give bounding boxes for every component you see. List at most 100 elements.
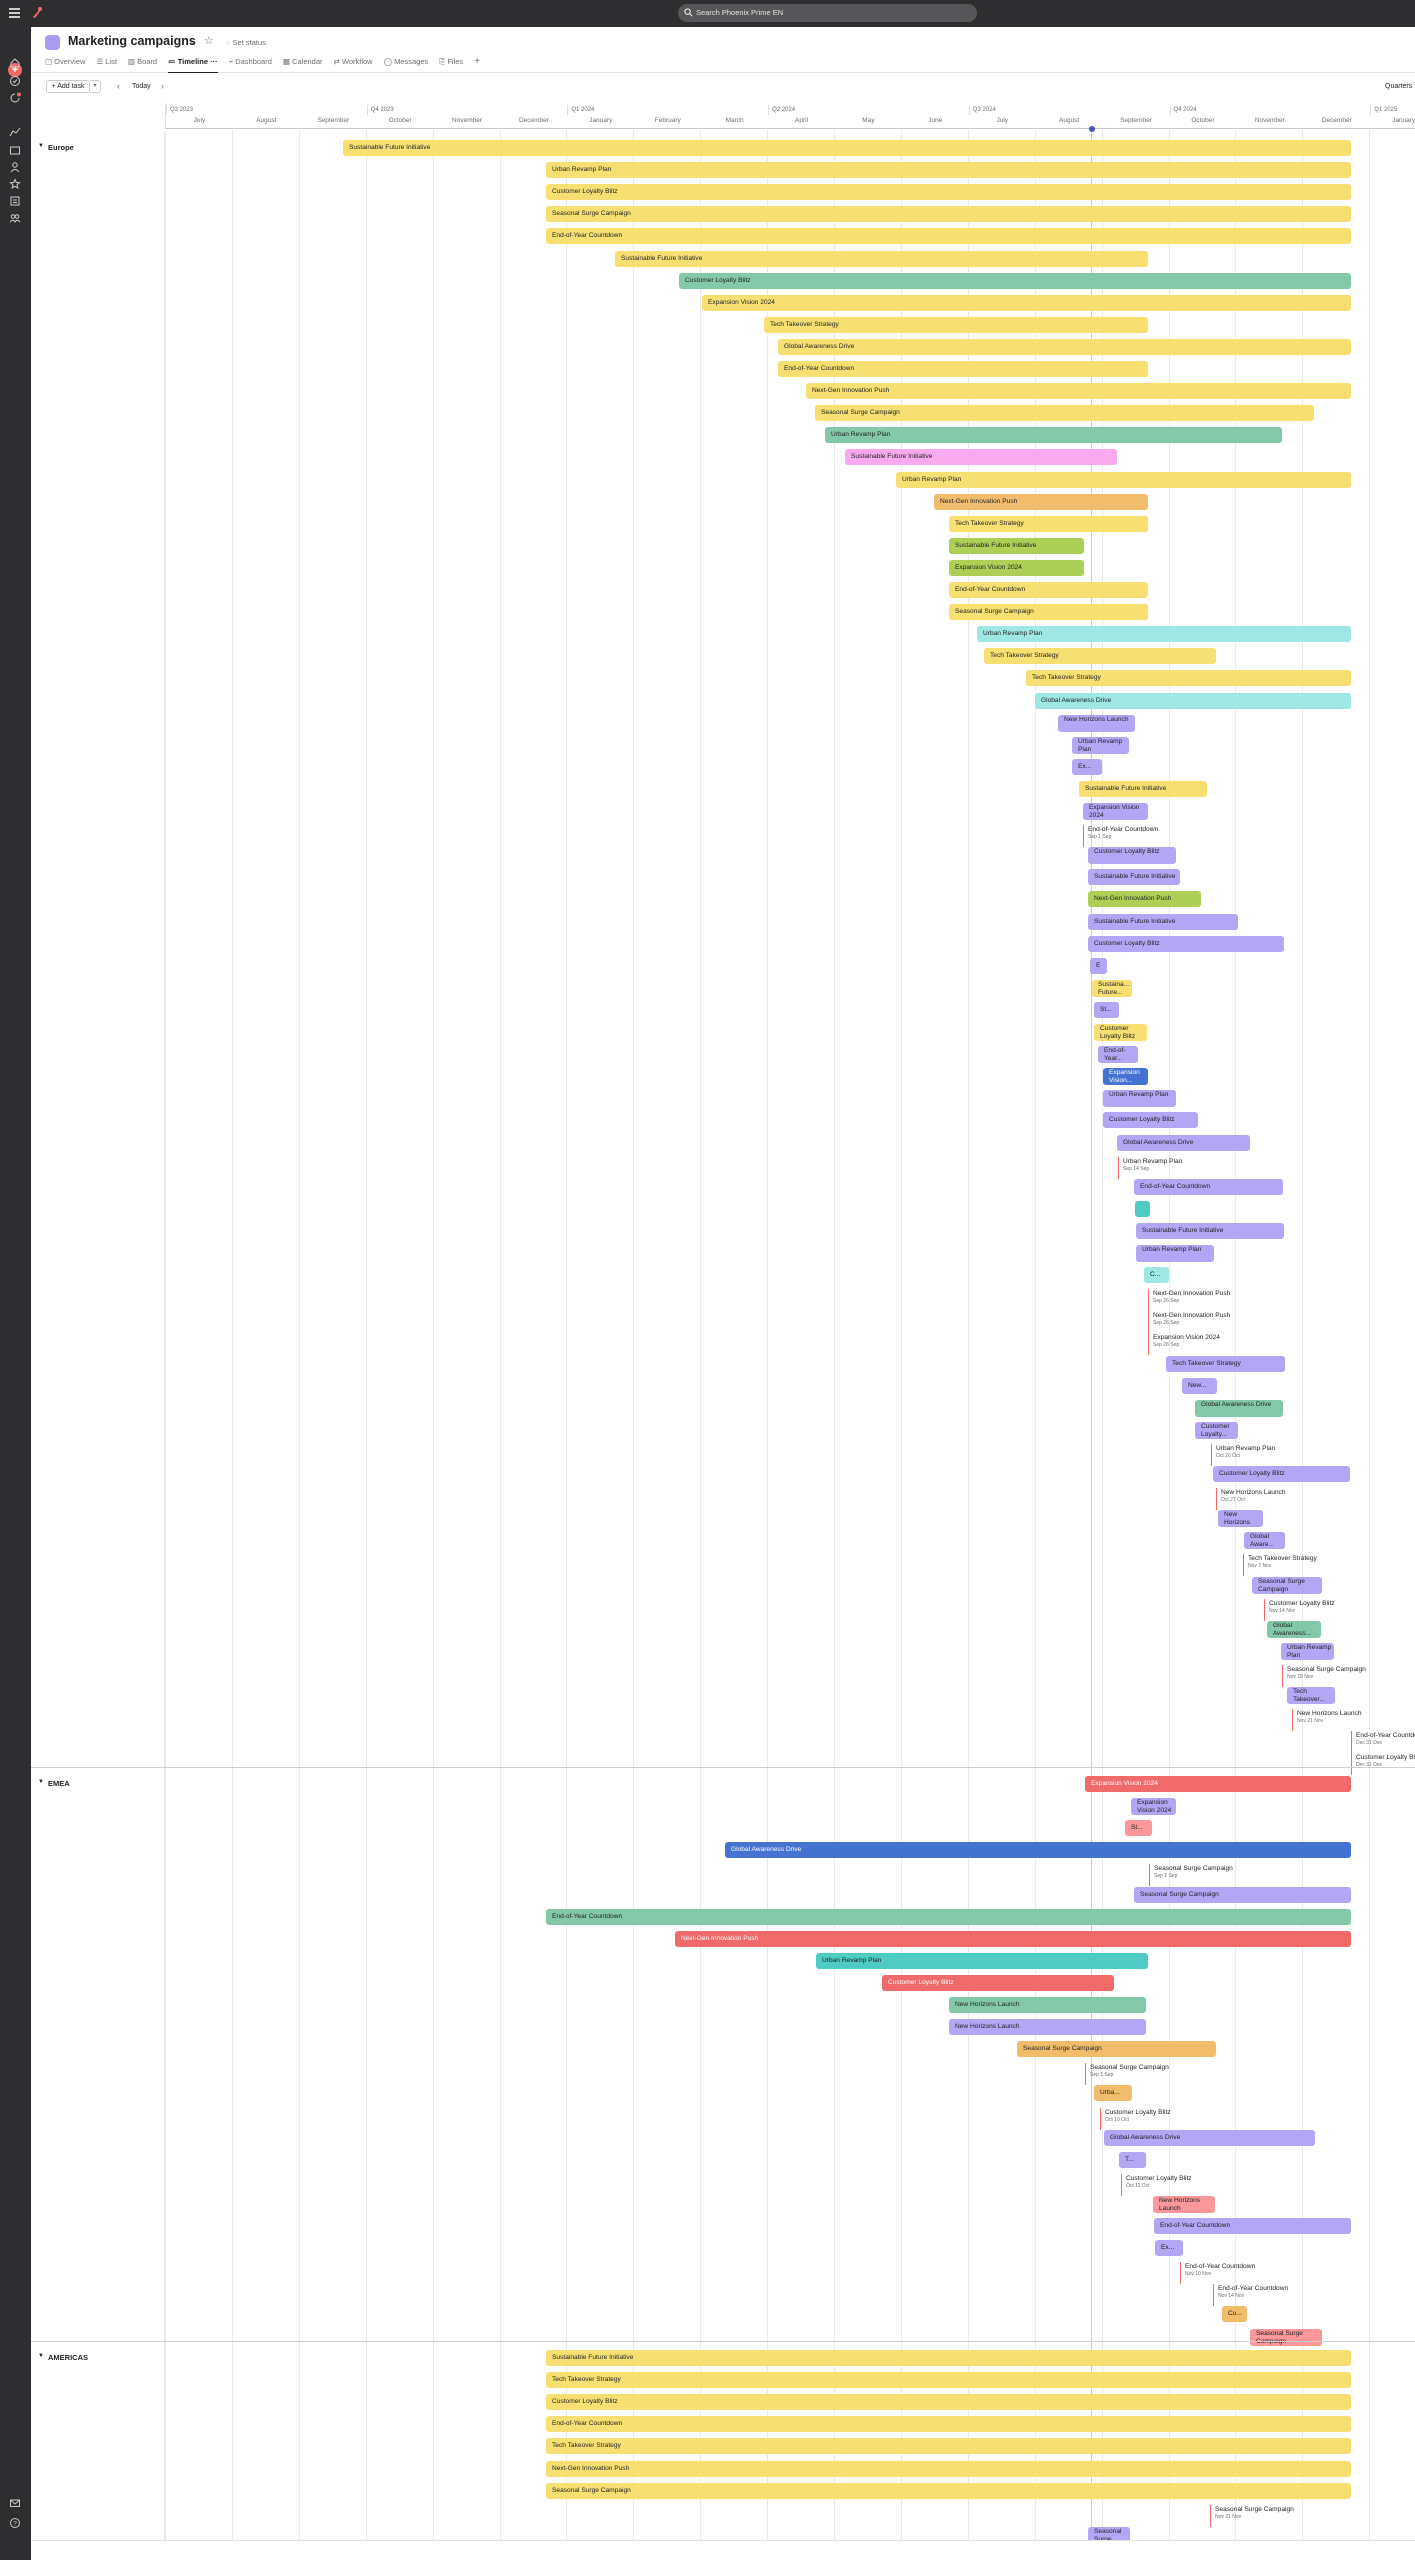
task-bar[interactable]: Sustainable Future Initiative [1088,869,1180,886]
portfolios-icon[interactable] [9,144,21,156]
task-bar[interactable]: Expansion Vision 2024 [1131,1798,1176,1816]
task-milestone[interactable]: End-of-Year Countdown Nov 10 Nov [1180,2262,1255,2285]
app-logo-icon[interactable] [30,6,44,20]
task-milestone[interactable]: Customer Loyalty Blitz Oct 10 Oct [1100,2107,1171,2130]
task-bar[interactable]: C... [1144,1267,1169,1284]
project-title[interactable]: Marketing campaigns [68,34,196,48]
tab-list[interactable]: ☰ List [96,57,116,71]
tab-calendar[interactable]: ▦ Calendar [283,57,323,71]
task-bar[interactable]: Sustainable Future Initiative [1136,1222,1284,1239]
task-bar[interactable]: New Horizons Launch [1058,714,1135,732]
task-bar[interactable]: Next-Gen Innovation Push [1088,891,1201,908]
tab-dashboard[interactable]: ⌁ Dashboard [229,57,272,71]
task-bar[interactable]: Seasonal Surge Campaign [1134,1886,1351,1903]
task-bar[interactable]: End-of-Year Countdown [1154,2218,1351,2234]
invite-icon[interactable] [9,2497,21,2509]
task-bar[interactable]: Seasonal Surge... [1088,2526,1130,2544]
task-bar[interactable]: Customer Loyalty Blitz [546,2394,1351,2411]
task-bar[interactable]: Customer Loyalty Blitz [882,1974,1114,1991]
task-bar[interactable]: Tech Takeover... [1287,1687,1335,1704]
caret-down-icon[interactable]: ▼ [38,1779,44,1785]
task-bar[interactable]: Urban Revamp Plan [1136,1245,1214,1262]
task-bar[interactable]: Expansion Vision 2024 [1085,1776,1351,1792]
chevron-left-icon[interactable]: ‹ [117,81,120,91]
task-bar[interactable]: Seasonal Surge Campaign [815,405,1314,422]
horizontal-scroll-area[interactable] [31,2540,1415,2560]
task-bar[interactable]: End-of-Year Countdown [778,361,1148,377]
task-milestone[interactable]: Seasonal Surge Campaign Sep 2 Sep [1149,1864,1233,1887]
home-icon[interactable] [9,57,21,69]
task-bar[interactable]: Ex... [1155,2240,1183,2257]
task-bar[interactable]: Customer Loyalty Blitz [1103,1112,1198,1129]
task-bar[interactable]: Expansion Vision... [1103,1068,1148,1086]
task-bar[interactable]: Seasonal Surge Campaign [1017,2041,1216,2058]
task-bar[interactable]: Urban Revamp Plan [896,471,1351,488]
task-bar[interactable]: Seasonal Surge Campaign [1252,1576,1322,1594]
task-bar[interactable]: Global Awareness Drive [1035,692,1351,709]
help-icon[interactable]: ? [9,2517,21,2529]
task-bar[interactable]: Expansion Vision 2024 [949,559,1084,576]
task-bar[interactable]: Tech Takeover Strategy [1026,670,1351,687]
task-bar[interactable]: End-of-Year Countdown [546,2416,1351,2433]
task-bar[interactable]: End-of-Year Countdown [546,1908,1351,1925]
task-bar[interactable]: Global Awareness... [1267,1620,1321,1638]
projects-icon[interactable] [9,195,21,207]
task-bar[interactable]: Seasonal Surge Campaign [546,206,1351,223]
task-milestone[interactable]: Urban Revamp Plan Oct 20 Oct [1211,1443,1275,1466]
task-bar[interactable]: End-of-Year Countdown [546,228,1351,245]
task-bar[interactable]: Urban Revamp Plan [977,626,1351,643]
task-bar[interactable]: Sustainable Future Initiative [546,2350,1351,2366]
task-bar[interactable]: Customer Loyalty Blitz [1094,1024,1147,1041]
caret-down-icon[interactable]: ▼ [38,2353,44,2359]
task-milestone[interactable]: Next-Gen Innovation Push Sep 26 Sep [1148,1289,1230,1312]
task-bar[interactable]: Next-Gen Innovation Push [806,383,1351,400]
tab-files[interactable]: ⎘ Files [439,57,463,71]
task-milestone[interactable]: End-of-Year Countdown Sep 1 Sep [1083,825,1158,848]
task-bar[interactable]: Next-Gen Innovation Push [675,1930,1351,1947]
task-milestone[interactable]: End-of-Year Countdown Nov 14 Nov [1213,2284,1288,2307]
task-bar[interactable]: Sustainable Future Initiative [845,449,1117,466]
task-milestone[interactable]: Seasonal Surge Campaign Sep 1 Sep [1085,2063,1169,2086]
task-bar[interactable]: Sustainable Future Initiative [615,250,1148,267]
task-bar[interactable]: New... [1182,1377,1217,1394]
inbox-icon[interactable] [9,92,21,104]
tab-messages[interactable]: ◯ Messages [384,57,429,71]
task-milestone[interactable]: Customer Loyalty Blitz Oct 11 Oct [1121,2173,1192,2196]
task-bar[interactable]: Customer Loyalty Blitz [679,272,1351,289]
task-bar[interactable]: New Horizons Launch [949,1997,1146,2013]
task-bar[interactable]: St... [1094,1001,1119,1018]
tab-workflow[interactable]: ⇄ Workflow [334,57,373,71]
menu-icon[interactable] [9,8,20,18]
task-bar[interactable]: Customer Loyalty Blitz [1213,1466,1350,1482]
task-bar[interactable]: Customer Loyalty Blitz [1088,935,1284,952]
zoom-select[interactable]: Quarters [1385,83,1413,90]
task-bar[interactable]: Urban Revamp Plan [825,427,1282,444]
task-bar[interactable]: New Horizons Launch [949,2019,1146,2036]
task-milestone[interactable]: New Horizons Launch Nov 21 Nov [1292,1709,1362,1732]
task-bar[interactable]: Urban Revamp Plan [816,1952,1148,1969]
task-bar[interactable]: End-of-Year... [1098,1046,1138,1064]
task-bar[interactable]: Urban Revamp Plan [1281,1642,1334,1660]
reporting-icon[interactable] [9,126,21,138]
task-bar[interactable]: Sustainable Future... [1092,979,1132,997]
task-bar[interactable]: Urban Revamp Plan [546,162,1351,179]
task-bar[interactable]: End-of-Year Countdown [949,582,1148,598]
task-bar[interactable] [1135,1200,1150,1217]
task-bar[interactable]: T... [1119,2151,1146,2168]
task-bar[interactable]: Tech Takeover Strategy [546,2438,1351,2455]
task-milestone[interactable]: Customer Loyalty BlitzDec 31 Dec [1351,1753,1415,1776]
my-tasks-icon[interactable] [9,75,21,87]
lane-header[interactable]: ▼ AMERICAS [31,2343,165,2540]
task-bar[interactable]: Tech Takeover Strategy [764,316,1148,333]
task-bar[interactable]: Sustainable Future Initiative [949,537,1084,554]
chevron-down-icon[interactable]: ⌄ [189,37,196,46]
task-bar[interactable]: Global Awareness Drive [725,1842,1351,1859]
task-milestone[interactable]: Seasonal Surge Campaign Nov 18 Nov [1282,1664,1366,1687]
task-bar[interactable]: Global Awareness Drive [778,338,1351,355]
goals-icon[interactable] [9,161,21,173]
task-bar[interactable]: Next-Gen Innovation Push [546,2460,1351,2477]
task-bar[interactable]: Seasonal Surge Campaign [1250,2328,1322,2346]
tab-overview[interactable]: ▢ Overview [45,57,85,71]
task-bar[interactable]: Sustainable Future Initiative [1079,780,1207,797]
task-milestone[interactable]: Tech Takeover Strategy Nov 7 Nov [1243,1554,1317,1577]
